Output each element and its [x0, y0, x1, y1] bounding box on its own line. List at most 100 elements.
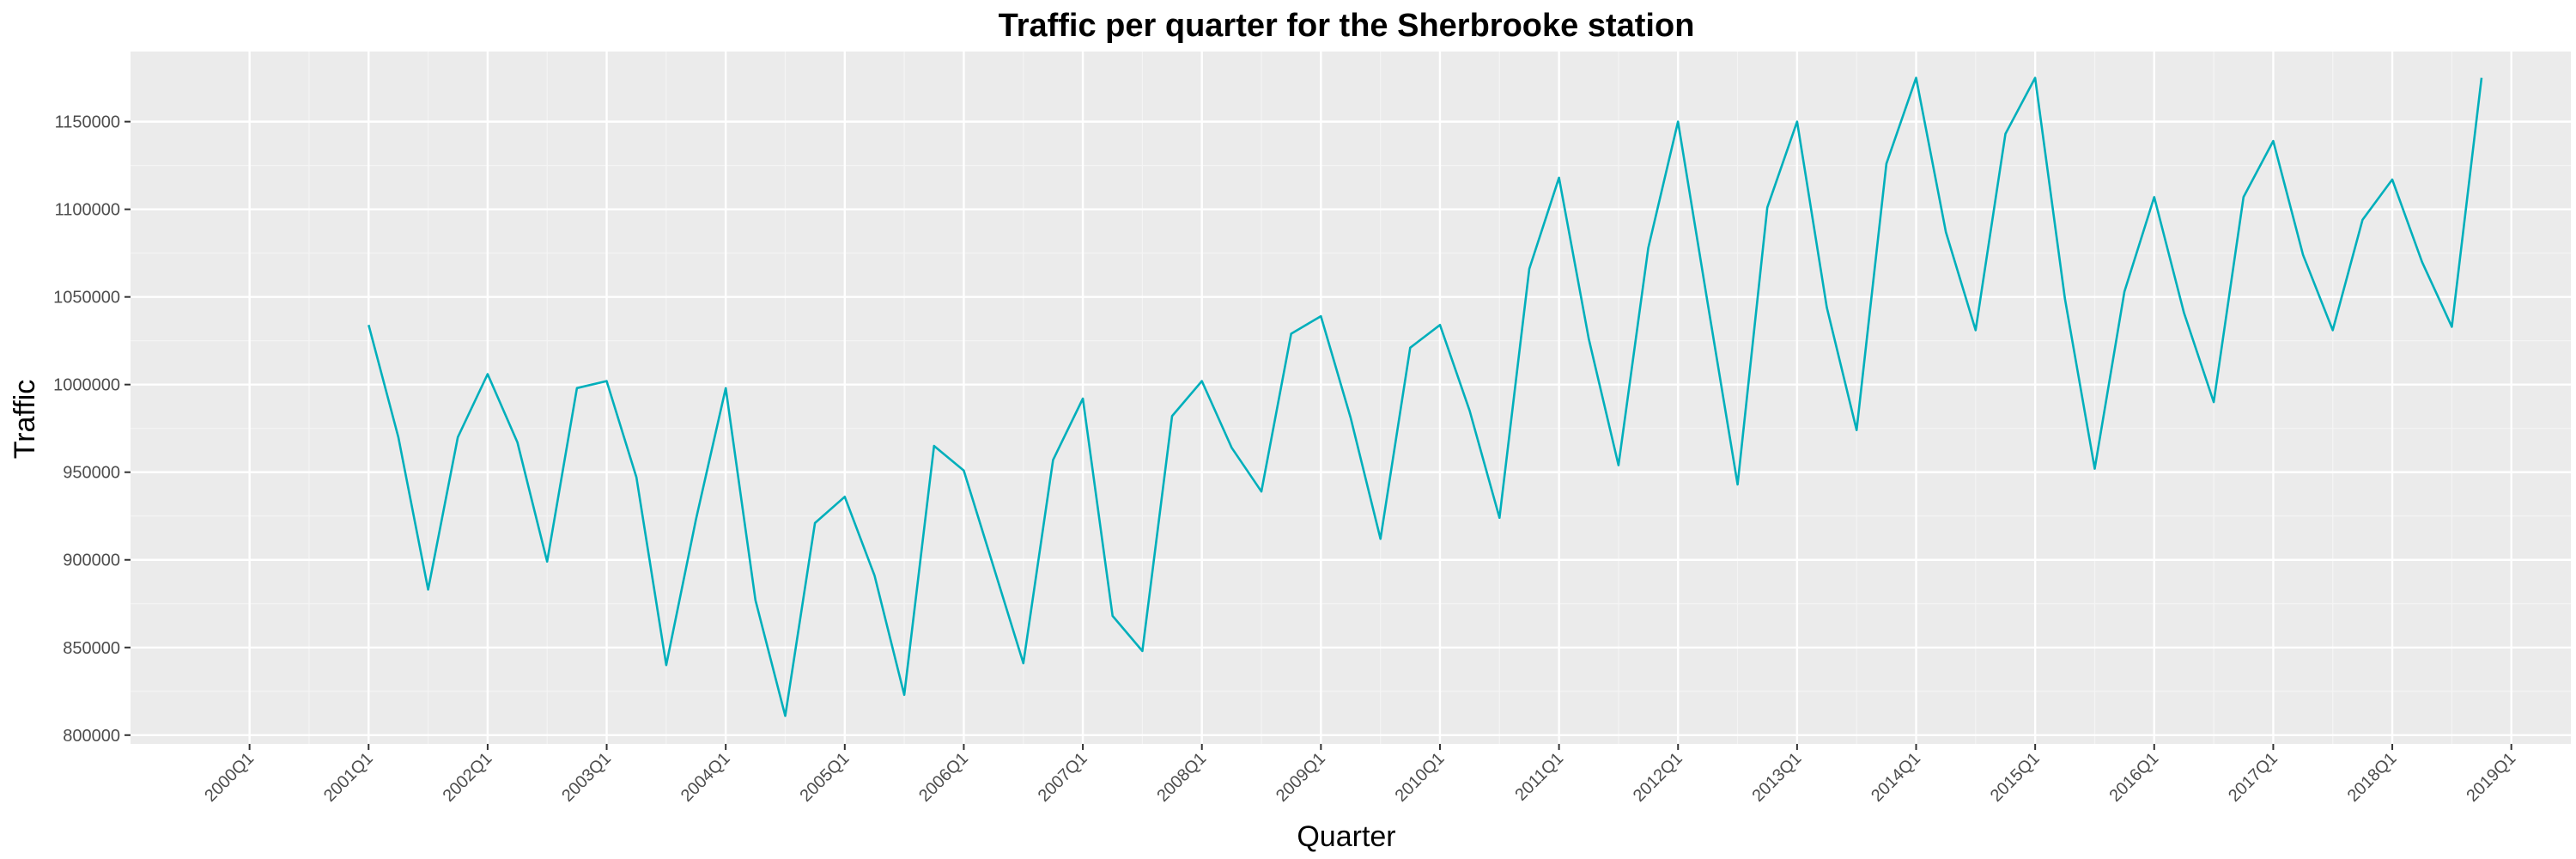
data-point — [2153, 195, 2156, 198]
data-point — [962, 469, 965, 472]
data-point — [695, 518, 698, 521]
y-axis-title: Traffic — [9, 380, 41, 460]
data-point — [2123, 290, 2126, 294]
data-point — [2421, 260, 2424, 264]
data-point — [2391, 178, 2394, 181]
data-point — [1140, 649, 1144, 653]
data-point — [2182, 311, 2185, 314]
x-tick-label: 2001Q1 — [320, 749, 377, 806]
x-tick-label: 2009Q1 — [1273, 749, 1329, 806]
data-point — [1826, 306, 1829, 309]
data-point — [1974, 328, 1978, 332]
data-point — [427, 588, 430, 591]
data-point — [1558, 176, 1561, 180]
x-tick-label: 2011Q1 — [1511, 749, 1567, 805]
data-point — [1915, 76, 1918, 80]
data-point — [1170, 414, 1174, 417]
data-point — [2033, 76, 2037, 80]
data-point — [665, 663, 668, 667]
y-tick-label: 1000000 — [53, 376, 120, 395]
data-point — [2242, 195, 2245, 198]
data-point — [1349, 416, 1352, 419]
data-point — [2063, 297, 2067, 301]
x-tick-label: 2019Q1 — [2463, 749, 2519, 806]
y-tick-label: 800000 — [63, 727, 120, 746]
data-point — [1408, 346, 1412, 350]
x-tick-label: 2012Q1 — [1630, 749, 1686, 806]
data-point — [872, 574, 876, 577]
data-point — [635, 476, 638, 479]
chart-title: Traffic per quarter for the Sherbrooke s… — [999, 8, 1695, 44]
x-tick-label: 2013Q1 — [1749, 749, 1806, 806]
minor-gridlines — [131, 52, 2571, 744]
data-point — [2450, 325, 2453, 328]
data-point — [1855, 429, 1858, 432]
data-point — [1319, 314, 1322, 318]
data-point — [1290, 332, 1293, 336]
data-point — [1676, 120, 1680, 124]
x-tick-label: 2018Q1 — [2344, 749, 2401, 806]
x-tick-label: 2003Q1 — [558, 749, 615, 806]
data-point — [367, 323, 370, 326]
y-tick-label: 900000 — [63, 551, 120, 570]
x-tick-label: 2002Q1 — [440, 749, 496, 806]
data-point — [783, 714, 787, 717]
y-axis: 800000 850000 900000 950000 1000000 1050000 11… — [53, 113, 131, 746]
y-tick-label: 1050000 — [53, 289, 120, 308]
data-point — [1528, 267, 1531, 271]
data-point — [1051, 458, 1054, 461]
data-point — [813, 521, 817, 525]
data-point — [2331, 328, 2335, 332]
y-tick-label: 1150000 — [55, 113, 120, 132]
x-tick-label: 2014Q1 — [1868, 749, 1924, 806]
data-point — [605, 380, 609, 383]
x-tick-label: 2004Q1 — [677, 749, 734, 806]
data-point — [1587, 338, 1590, 341]
x-tick-label: 2000Q1 — [201, 749, 258, 806]
data-point — [2212, 400, 2215, 404]
data-point — [843, 495, 847, 498]
data-point — [1498, 516, 1501, 520]
data-point — [2093, 467, 2096, 471]
data-point — [456, 436, 459, 439]
data-point — [2360, 218, 2364, 222]
data-point — [1795, 120, 1799, 124]
data-point — [1736, 483, 1740, 486]
data-point — [902, 693, 906, 697]
data-point — [1260, 490, 1263, 493]
data-point — [1081, 397, 1084, 400]
data-point — [397, 436, 400, 439]
data-point — [1885, 162, 1888, 166]
data-point — [1438, 323, 1442, 326]
data-point — [1230, 446, 1233, 449]
data-point — [2003, 132, 2007, 136]
data-point — [933, 444, 936, 448]
data-point — [1765, 206, 1769, 210]
data-point — [545, 560, 549, 564]
x-axis: 2000Q1 2001Q1 2002Q1 2003Q1 2004Q1 2005Q1 2006… — [201, 744, 2519, 806]
data-point — [754, 599, 757, 602]
y-tick-label: 1100000 — [55, 201, 120, 220]
data-point — [1647, 247, 1650, 250]
plot-panel — [131, 52, 2571, 744]
x-tick-label: 2015Q1 — [1987, 749, 2044, 806]
x-tick-label: 2017Q1 — [2225, 749, 2281, 806]
data-point — [575, 387, 579, 390]
data-point — [1379, 537, 1382, 540]
data-point — [724, 387, 727, 390]
data-point — [2301, 253, 2305, 257]
y-tick-label: 850000 — [63, 639, 120, 658]
series-layer — [367, 76, 2483, 717]
data-point — [516, 441, 519, 444]
x-tick-label: 2005Q1 — [796, 749, 853, 806]
data-point — [2271, 139, 2275, 143]
x-tick-label: 2008Q1 — [1153, 749, 1210, 806]
x-tick-label: 2010Q1 — [1392, 749, 1449, 806]
x-tick-label: 2016Q1 — [2105, 749, 2162, 806]
data-point — [1200, 380, 1204, 383]
data-point — [992, 565, 995, 569]
x-tick-label: 2006Q1 — [915, 749, 972, 806]
data-point — [486, 372, 489, 375]
data-point — [1944, 230, 1947, 234]
data-point — [1706, 302, 1710, 306]
